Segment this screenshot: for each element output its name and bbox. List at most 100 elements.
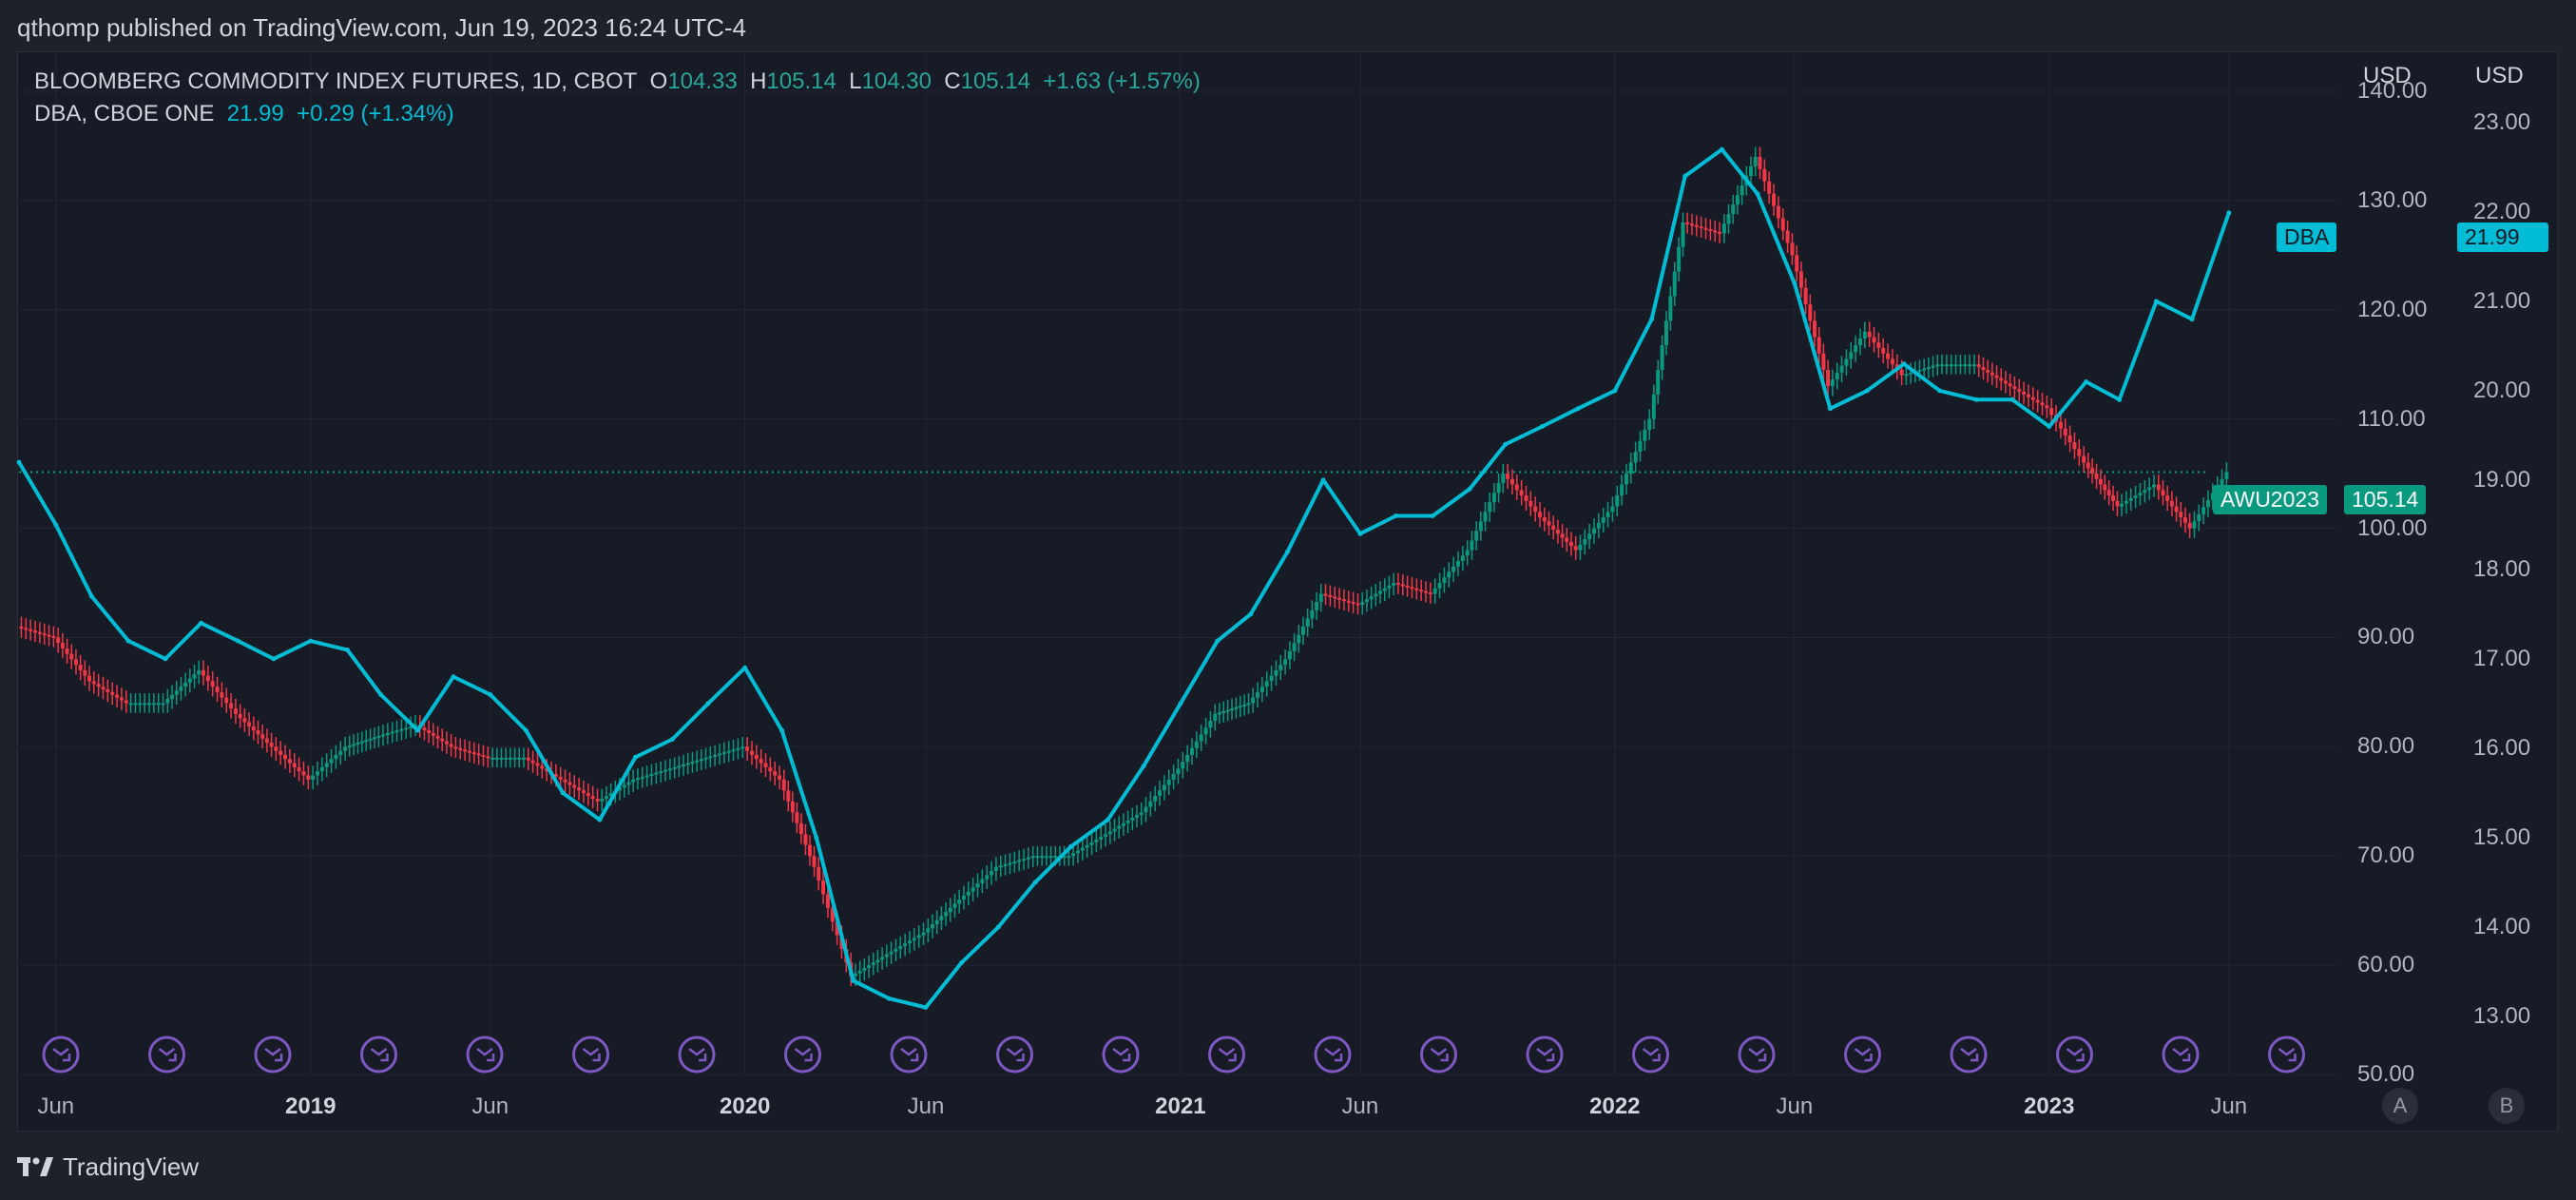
time-axis-tick: 2020	[719, 1094, 771, 1119]
candle	[2067, 435, 2072, 443]
candle	[319, 766, 324, 772]
candle	[494, 757, 499, 760]
dba-point	[1430, 513, 1435, 518]
event-marker-icon[interactable]	[890, 1035, 928, 1074]
candle	[381, 734, 386, 737]
candle	[807, 844, 812, 857]
candle	[187, 678, 192, 683]
candle	[1583, 539, 1587, 545]
candle	[2152, 484, 2157, 488]
candle	[1890, 358, 1894, 365]
candle	[521, 757, 526, 760]
event-marker-icon[interactable]	[360, 1035, 397, 1074]
candle	[961, 895, 966, 900]
candle	[133, 703, 138, 706]
candle	[352, 744, 356, 746]
candle	[1185, 754, 1190, 763]
candle	[2161, 490, 2165, 496]
candle	[1718, 231, 1722, 234]
event-marker-icon[interactable]	[1208, 1035, 1245, 1074]
event-arrow-icon	[582, 1048, 601, 1062]
candle	[1213, 713, 1218, 722]
dba-point	[705, 701, 711, 706]
candle	[2017, 389, 2022, 392]
candle	[1162, 784, 1166, 791]
event-marker-icon[interactable]	[466, 1035, 504, 1074]
candle	[1568, 541, 1573, 547]
candle	[545, 768, 549, 772]
event-marker-icon[interactable]	[784, 1035, 821, 1074]
candle	[1360, 602, 1365, 605]
candle	[306, 775, 311, 780]
event-arrow-icon	[900, 1048, 919, 1062]
event-marker-icon[interactable]	[254, 1035, 292, 1074]
event-marker-icon[interactable]	[1420, 1035, 1457, 1074]
candle	[1881, 347, 1886, 354]
candle	[1470, 540, 1474, 551]
dba-point	[1141, 764, 1146, 769]
candle	[1876, 342, 1881, 348]
candle	[1501, 474, 1506, 484]
event-marker-icon[interactable]	[1844, 1035, 1881, 1074]
event-arrow-icon	[1218, 1048, 1237, 1062]
candle	[2035, 399, 2040, 403]
candle	[96, 684, 101, 687]
candle	[644, 775, 649, 778]
event-marker-icon[interactable]	[1314, 1035, 1352, 1074]
candle	[1758, 156, 1762, 169]
candle	[1835, 372, 1839, 380]
candle	[201, 669, 205, 676]
event-marker-icon[interactable]	[2268, 1035, 2305, 1074]
right-axis-tick: 21.00	[2473, 287, 2531, 314]
candle	[83, 669, 87, 676]
event-marker-icon[interactable]	[148, 1035, 185, 1074]
event-marker-icon[interactable]	[1632, 1035, 1669, 1074]
event-arrow-icon	[1430, 1048, 1449, 1062]
candle	[1740, 185, 1744, 196]
candle	[1483, 512, 1488, 522]
event-marker-icon[interactable]	[2056, 1035, 2093, 1074]
event-marker-icon[interactable]	[996, 1035, 1033, 1074]
candle	[1944, 364, 1949, 367]
chart-panel[interactable]	[17, 51, 2558, 1132]
candle	[1798, 271, 1803, 288]
scale-a-button[interactable]: A	[2382, 1088, 2418, 1124]
scale-b-button[interactable]: B	[2489, 1088, 2525, 1124]
candle	[1107, 831, 1112, 835]
candle	[1242, 704, 1247, 706]
candle	[399, 728, 404, 731]
event-marker-icon[interactable]	[1738, 1035, 1776, 1074]
legend-low-label: L	[849, 68, 862, 94]
candle	[1405, 585, 1410, 588]
candle	[717, 753, 721, 756]
candle	[871, 962, 875, 966]
dba-point	[1575, 406, 1581, 412]
candle	[1395, 583, 1400, 585]
candle	[1514, 484, 1519, 491]
candle	[1849, 352, 1854, 359]
candle	[279, 750, 283, 755]
candle	[2022, 391, 2027, 395]
candle	[2128, 497, 2133, 501]
event-marker-icon[interactable]	[572, 1035, 609, 1074]
candle	[825, 894, 830, 908]
event-marker-icon[interactable]	[2162, 1035, 2200, 1074]
event-marker-icon[interactable]	[1950, 1035, 1988, 1074]
candle	[1647, 418, 1652, 431]
candle	[1660, 345, 1664, 370]
event-marker-icon[interactable]	[1102, 1035, 1140, 1074]
candle	[736, 747, 740, 750]
event-marker-icon[interactable]	[678, 1035, 716, 1074]
candle	[1624, 474, 1628, 485]
event-marker-icon[interactable]	[42, 1035, 80, 1074]
candle	[903, 943, 908, 947]
candle	[1199, 734, 1203, 742]
candle	[1259, 687, 1264, 692]
candle	[476, 753, 481, 756]
candle	[1442, 577, 1447, 583]
candle	[1656, 369, 1661, 395]
candle	[768, 766, 773, 772]
event-marker-icon[interactable]	[1526, 1035, 1564, 1074]
awu-series-tag: AWU2023	[2213, 485, 2327, 514]
